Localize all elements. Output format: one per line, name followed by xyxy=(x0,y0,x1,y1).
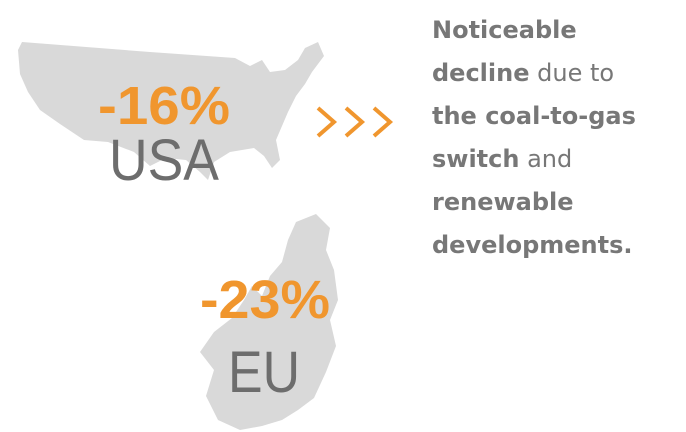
region-name: EU xyxy=(228,340,300,405)
usa-map xyxy=(18,42,324,180)
arrows xyxy=(316,106,394,138)
bold-text: Noticeable xyxy=(432,16,577,44)
eu-map xyxy=(200,214,338,430)
description: Noticeable decline due to the coal-to-gas s… xyxy=(432,16,636,259)
bold-text: renewable xyxy=(432,188,574,216)
description-line: developments. xyxy=(432,231,633,259)
region-change: -16% xyxy=(98,76,230,136)
region-name: USA xyxy=(109,128,219,193)
bold-text: switch xyxy=(432,145,519,173)
description-line: renewable xyxy=(432,188,574,216)
text: and xyxy=(519,145,572,173)
description-line: the coal-to-gas xyxy=(432,102,636,130)
description-line: decline due to xyxy=(432,59,614,87)
bold-text: the coal-to-gas xyxy=(432,102,636,130)
description-line: Noticeable xyxy=(432,16,577,44)
region-change: -23% xyxy=(200,270,330,330)
description-line: switch and xyxy=(432,145,572,173)
bold-text: decline xyxy=(432,59,530,87)
bold-text: developments. xyxy=(432,231,633,259)
text: due to xyxy=(530,59,615,87)
